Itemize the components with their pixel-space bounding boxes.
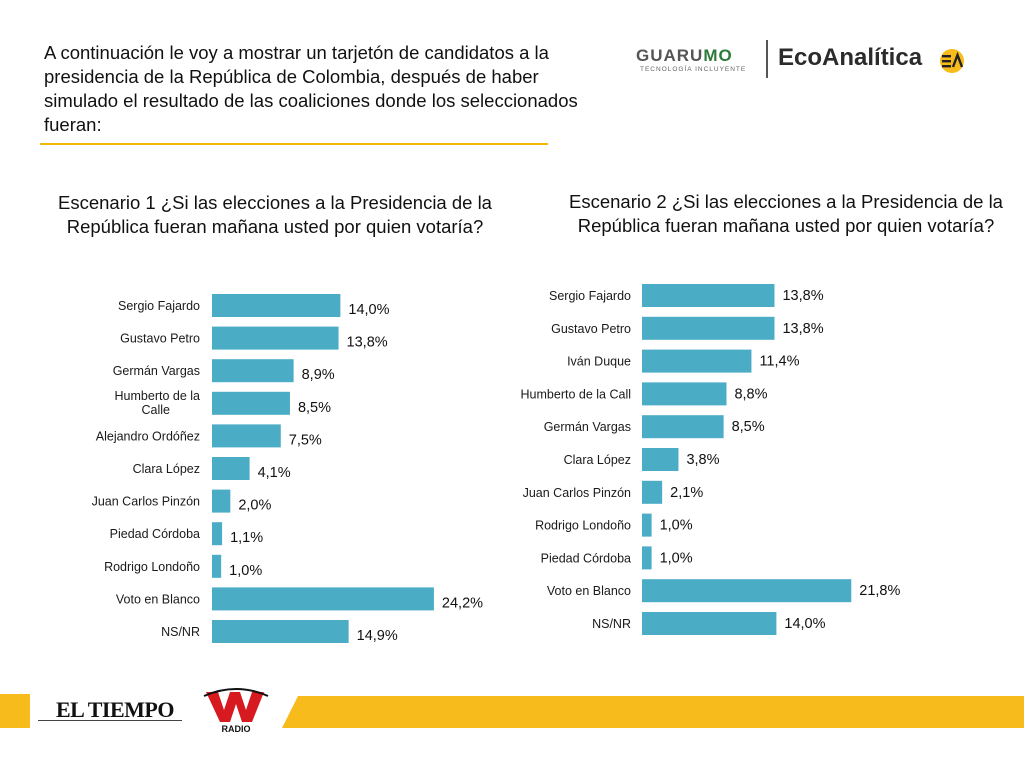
value-label-s1-10: 14,9%	[357, 628, 398, 644]
bar-s2-4	[642, 415, 724, 439]
bar-s1-10	[212, 620, 349, 643]
value-label-s2-10: 14,0%	[784, 616, 825, 632]
value-label-s2-6: 2,1%	[670, 485, 703, 501]
category-label-s2-6: Juan Carlos Pinzón	[523, 486, 631, 500]
value-label-s2-7: 1,0%	[660, 518, 693, 534]
w-radio-label: RADIO	[222, 724, 251, 734]
bar-s2-7	[642, 513, 652, 537]
category-label-s1-5: Clara López	[133, 462, 200, 476]
el-tiempo-logo: EL TIEMPO	[56, 697, 174, 722]
value-label-s1-6: 2,0%	[238, 498, 271, 514]
guarumo-logo-part-a: GUARU	[636, 46, 704, 65]
chart-title-scenario-1: Escenario 1 ¿Si las elecciones a la Pres…	[58, 192, 492, 237]
value-label-s1-8: 1,0%	[229, 563, 262, 579]
bar-s2-3	[642, 382, 727, 406]
value-label-s2-1: 13,8%	[782, 321, 823, 337]
category-label-s2-5: Clara López	[564, 453, 631, 467]
category-label-s1-1: Gustavo Petro	[120, 332, 200, 346]
value-label-s2-3: 8,8%	[734, 386, 767, 402]
intro-text: A continuación le voy a mostrar un tarje…	[44, 42, 578, 135]
category-label-s2-10: NS/NR	[592, 617, 631, 631]
category-label-s1-3: Humberto de la Calle	[115, 389, 201, 417]
logo-divider	[766, 40, 768, 78]
category-label-s1-4: Alejandro Ordóñez	[96, 429, 200, 443]
intro-underline	[40, 143, 548, 145]
category-label-s1-0: Sergio Fajardo	[118, 299, 200, 313]
guarumo-logo: GUARUMO	[636, 46, 733, 66]
category-label-s1-10: NS/NR	[161, 625, 200, 639]
bar-s1-8	[212, 554, 222, 578]
value-label-s1-1: 13,8%	[347, 335, 388, 351]
bar-s1-3	[212, 391, 290, 415]
category-label-s1-6: Juan Carlos Pinzón	[92, 495, 200, 509]
bar-s2-1	[642, 316, 775, 340]
category-label-s2-4: Germán Vargas	[544, 420, 631, 434]
bar-s1-0	[212, 294, 341, 317]
value-label-s2-8: 1,0%	[660, 550, 693, 566]
bar-s2-0	[642, 284, 775, 307]
footer-band-right	[282, 696, 1024, 728]
bar-s2-10	[642, 612, 777, 635]
ecoanalitica-mark-icon	[940, 49, 964, 73]
bar-s1-4	[212, 424, 281, 448]
bar-s1-9	[212, 587, 434, 611]
partner-logos: GUARUMO TECNOLOGÍA INCLUYENTE EcoAnalíti…	[630, 36, 990, 88]
value-label-s1-7: 1,1%	[230, 530, 263, 546]
bar-s1-2	[212, 359, 294, 383]
value-label-s2-9: 21,8%	[859, 583, 900, 599]
chart-title-scenario-2: Escenario 2 ¿Si las elecciones a la Pres…	[569, 191, 1003, 236]
value-label-s1-9: 24,2%	[442, 595, 483, 611]
value-label-s2-0: 13,8%	[782, 288, 823, 304]
category-label-s1-2: Germán Vargas	[113, 364, 200, 378]
ecoanalitica-logo: EcoAnalítica	[778, 44, 923, 71]
category-label-s1-7: Piedad Córdoba	[110, 527, 200, 541]
category-label-s2-9: Voto en Blanco	[547, 584, 631, 598]
value-label-s2-5: 3,8%	[686, 452, 719, 468]
category-label-s2-3: Humberto de la Call	[521, 387, 631, 401]
category-label-s2-8: Piedad Córdoba	[541, 551, 631, 565]
category-label-s2-1: Gustavo Petro	[551, 322, 631, 336]
bar-s2-8	[642, 546, 652, 570]
value-label-s1-2: 8,9%	[302, 367, 335, 383]
category-label-s1-8: Rodrigo Londoño	[104, 560, 200, 574]
value-label-s2-2: 11,4%	[759, 354, 799, 370]
value-label-s1-0: 14,0%	[348, 302, 389, 318]
value-label-s2-4: 8,5%	[732, 419, 765, 435]
category-label-s2-7: Rodrigo Londoño	[535, 519, 631, 533]
value-label-s1-4: 7,5%	[289, 432, 322, 448]
bar-s2-5	[642, 448, 679, 471]
bar-s1-6	[212, 489, 231, 513]
value-label-s1-5: 4,1%	[258, 465, 291, 481]
bar-s2-9	[642, 579, 852, 603]
el-tiempo-underline	[38, 720, 182, 721]
footer-band-left	[0, 694, 30, 728]
value-label-s1-3: 8,5%	[298, 400, 331, 416]
guarumo-logo-part-b: MO	[703, 46, 733, 65]
category-label-s2-0: Sergio Fajardo	[549, 289, 631, 303]
category-label-s2-2: Iván Duque	[567, 355, 631, 369]
bar-s1-1	[212, 326, 339, 350]
category-label-s1-9: Voto en Blanco	[116, 592, 200, 606]
w-radio-logo: RADIO	[203, 688, 269, 734]
bar-s2-2	[642, 349, 752, 373]
bar-s2-6	[642, 480, 663, 504]
guarumo-tagline: TECNOLOGÍA INCLUYENTE	[640, 66, 747, 73]
bar-s1-7	[212, 522, 223, 546]
bar-s1-5	[212, 457, 250, 480]
